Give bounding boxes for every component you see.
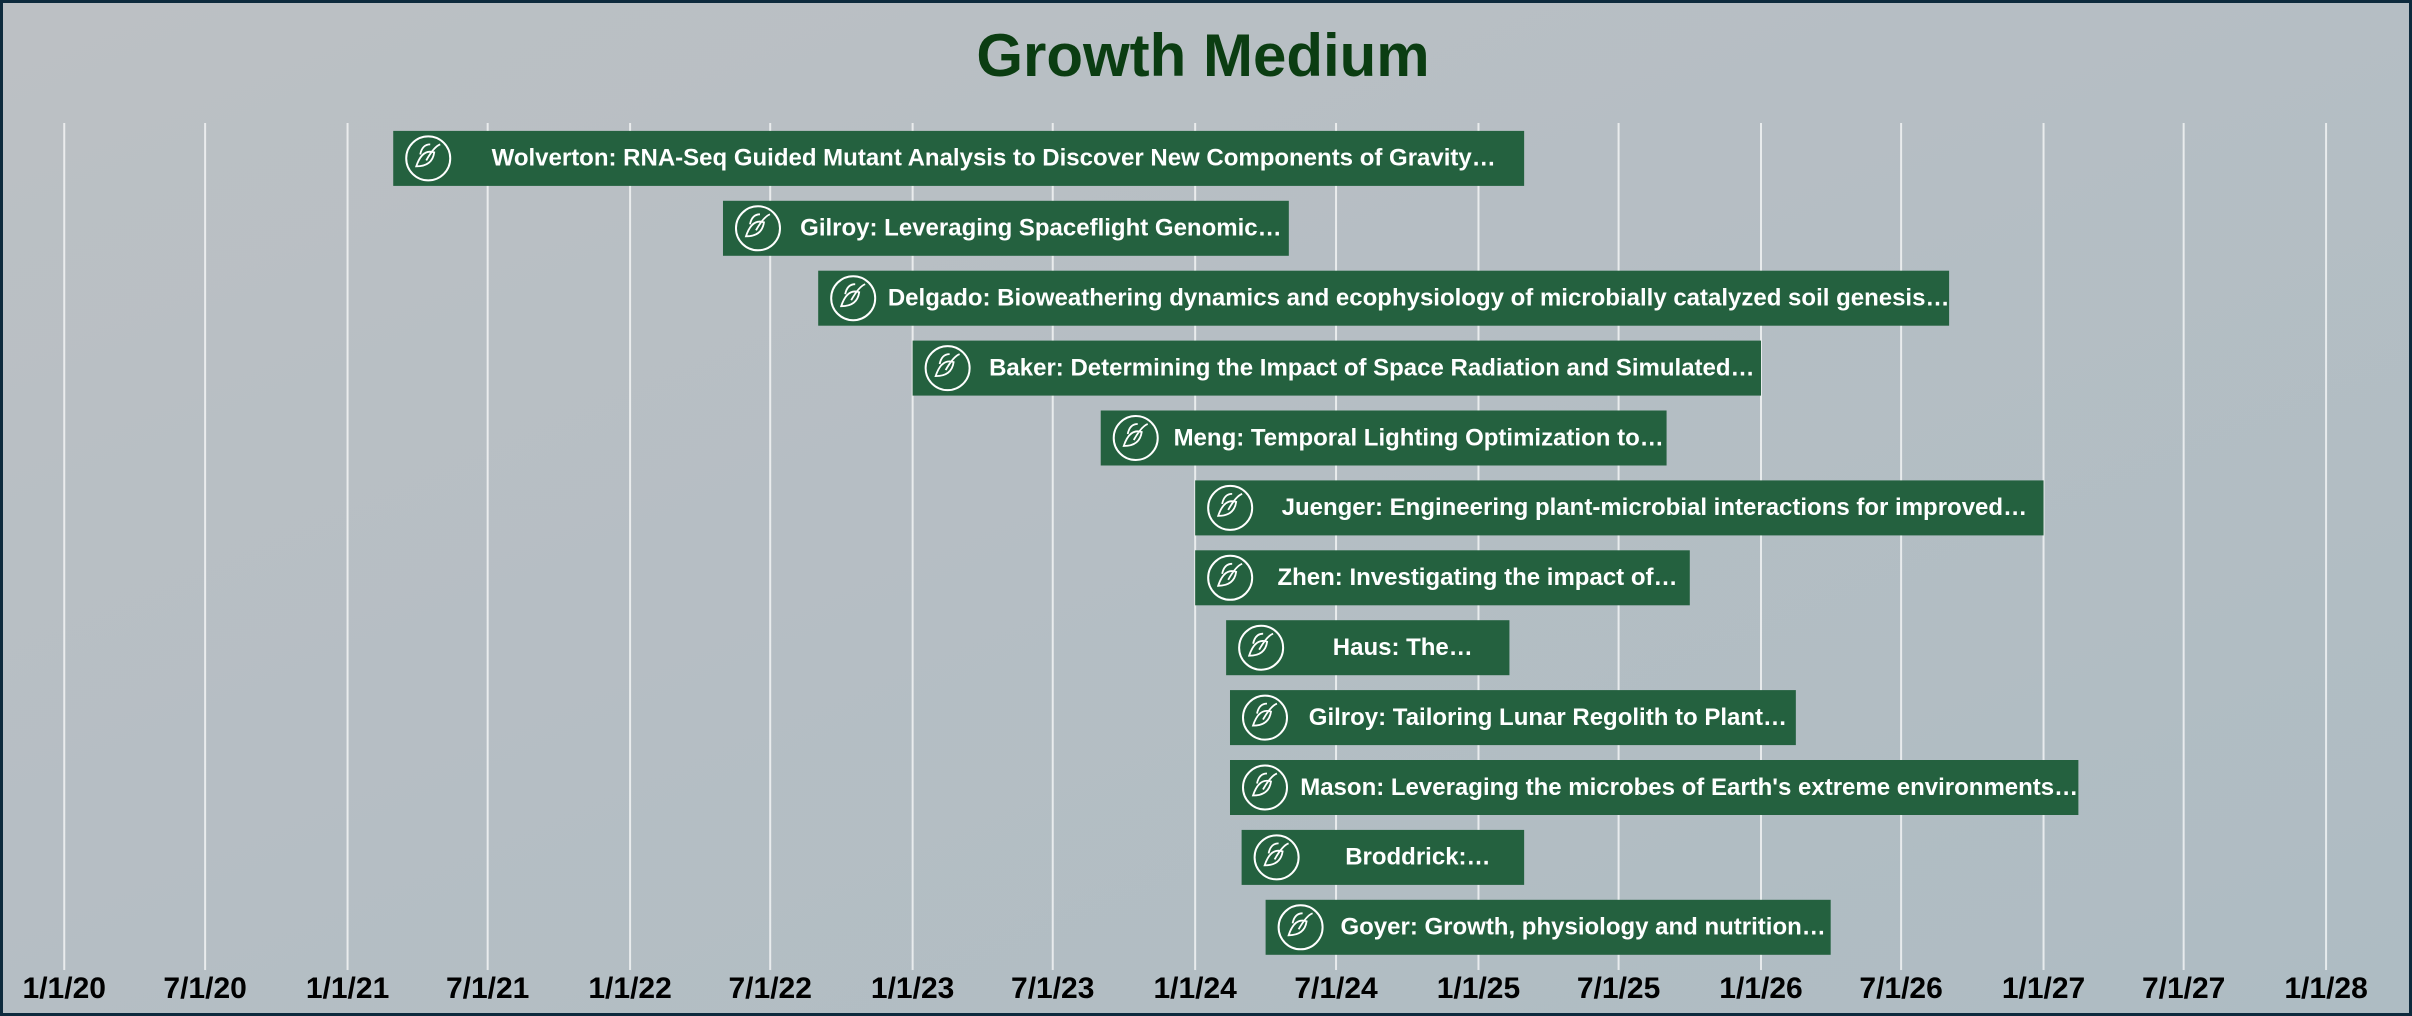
bar bbox=[1100, 410, 1667, 466]
bar-label: Delgado: Bioweathering dynamics and ecop… bbox=[888, 285, 1950, 312]
bar-label: Goyer: Growth, physiology and nutrition… bbox=[1340, 914, 1825, 941]
x-tick-label: 7/1/25 bbox=[1577, 972, 1660, 1005]
grid: 1/1/20 7/1/20 1/1/21 7/1/21 1/1/22 7/1/22 1/1/… bbox=[23, 123, 2368, 1005]
bar-icon bbox=[1277, 904, 1324, 951]
bar bbox=[818, 270, 1950, 326]
bar bbox=[912, 340, 1762, 396]
bar-icon bbox=[1241, 694, 1288, 741]
bar-label: Gilroy: Tailoring Lunar Regolith to Plan… bbox=[1309, 704, 1787, 731]
x-tick-label: 1/1/24 bbox=[1153, 972, 1237, 1005]
bar-label: Haus: The… bbox=[1333, 634, 1473, 661]
icon-circle bbox=[1238, 624, 1285, 671]
bar-icon bbox=[1253, 834, 1300, 881]
bar bbox=[1265, 899, 1831, 955]
icon-circle bbox=[1241, 694, 1288, 741]
bar-icon bbox=[734, 205, 781, 252]
x-tick-label: 1/1/26 bbox=[1719, 972, 1802, 1005]
icon-circle bbox=[830, 275, 877, 322]
x-tick-label: 1/1/23 bbox=[871, 972, 954, 1005]
bar-icon bbox=[1112, 415, 1159, 461]
x-tick-label: 7/1/20 bbox=[163, 972, 246, 1005]
bar-icon bbox=[830, 275, 877, 322]
bar bbox=[393, 130, 1525, 186]
icon-leaf bbox=[934, 353, 960, 378]
icon-circle bbox=[734, 205, 781, 252]
bars: Wolverton: RNA-Seq Guided Mutant Analysi… bbox=[393, 130, 2079, 955]
icon-leaf bbox=[839, 283, 866, 308]
icon-leaf bbox=[744, 213, 771, 238]
bar-label: Mason: Leveraging the microbes of Earth'… bbox=[1300, 774, 2078, 801]
bar-label: Wolverton: RNA-Seq Guided Mutant Analysi… bbox=[492, 145, 1496, 172]
icon-circle bbox=[1112, 415, 1159, 461]
bar-label: Juenger: Engineering plant-microbial int… bbox=[1282, 494, 2027, 521]
icon-leaf bbox=[1216, 493, 1243, 517]
bar bbox=[1229, 760, 2079, 815]
icon-circle bbox=[1207, 554, 1254, 601]
x-tick-label: 1/1/27 bbox=[2002, 972, 2085, 1005]
icon-circle bbox=[405, 135, 452, 182]
x-tick-label: 7/1/23 bbox=[1011, 972, 1094, 1005]
icon-circle bbox=[924, 345, 971, 392]
bar-icon bbox=[1241, 764, 1288, 811]
bar-icon bbox=[1207, 484, 1254, 531]
icon-circle bbox=[1253, 834, 1300, 881]
icon-circle bbox=[1277, 904, 1324, 951]
icon-leaf bbox=[1122, 423, 1149, 447]
x-tick-label: 7/1/24 bbox=[1294, 972, 1378, 1005]
bar-icon bbox=[924, 345, 971, 392]
icon-leaf bbox=[1263, 842, 1289, 867]
bar bbox=[1229, 690, 1796, 746]
icon-leaf bbox=[1251, 772, 1278, 797]
x-tick-label: 7/1/21 bbox=[446, 972, 529, 1005]
bar bbox=[1195, 550, 1690, 606]
bar-icon bbox=[405, 135, 452, 182]
bar-icon bbox=[1207, 554, 1254, 601]
icon-leaf bbox=[1287, 912, 1313, 937]
chart-title: Growth Medium bbox=[976, 22, 1429, 89]
x-tick-label: 7/1/27 bbox=[2142, 972, 2225, 1005]
x-tick-label: 1/1/25 bbox=[1437, 972, 1520, 1005]
icon-circle bbox=[1241, 764, 1288, 811]
icon-leaf bbox=[1247, 632, 1274, 657]
bar-label: Zhen: Investigating the impact of… bbox=[1277, 564, 1677, 591]
bar bbox=[1195, 480, 2044, 536]
x-tick-label: 7/1/26 bbox=[1859, 972, 1942, 1005]
icon-leaf bbox=[1251, 702, 1278, 727]
bar-icon bbox=[1238, 624, 1285, 671]
bar-label: Baker: Determining the Impact of Space R… bbox=[989, 354, 1754, 381]
x-tick-label: 1/1/20 bbox=[23, 972, 106, 1005]
x-tick-label: 7/1/22 bbox=[728, 972, 811, 1005]
bar-label: Broddrick:… bbox=[1345, 844, 1490, 871]
x-tick-label: 1/1/21 bbox=[306, 972, 389, 1005]
x-tick-label: 1/1/22 bbox=[588, 972, 671, 1005]
icon-leaf bbox=[1216, 562, 1243, 587]
x-tick-label: 1/1/28 bbox=[2284, 972, 2367, 1005]
bar bbox=[722, 200, 1289, 256]
bar-label: Meng: Temporal Lighting Optimization to… bbox=[1174, 424, 1664, 451]
icon-circle bbox=[1207, 484, 1254, 531]
icon-leaf bbox=[414, 143, 441, 168]
bar-label: Gilroy: Leveraging Spaceflight Genomic… bbox=[800, 215, 1281, 242]
